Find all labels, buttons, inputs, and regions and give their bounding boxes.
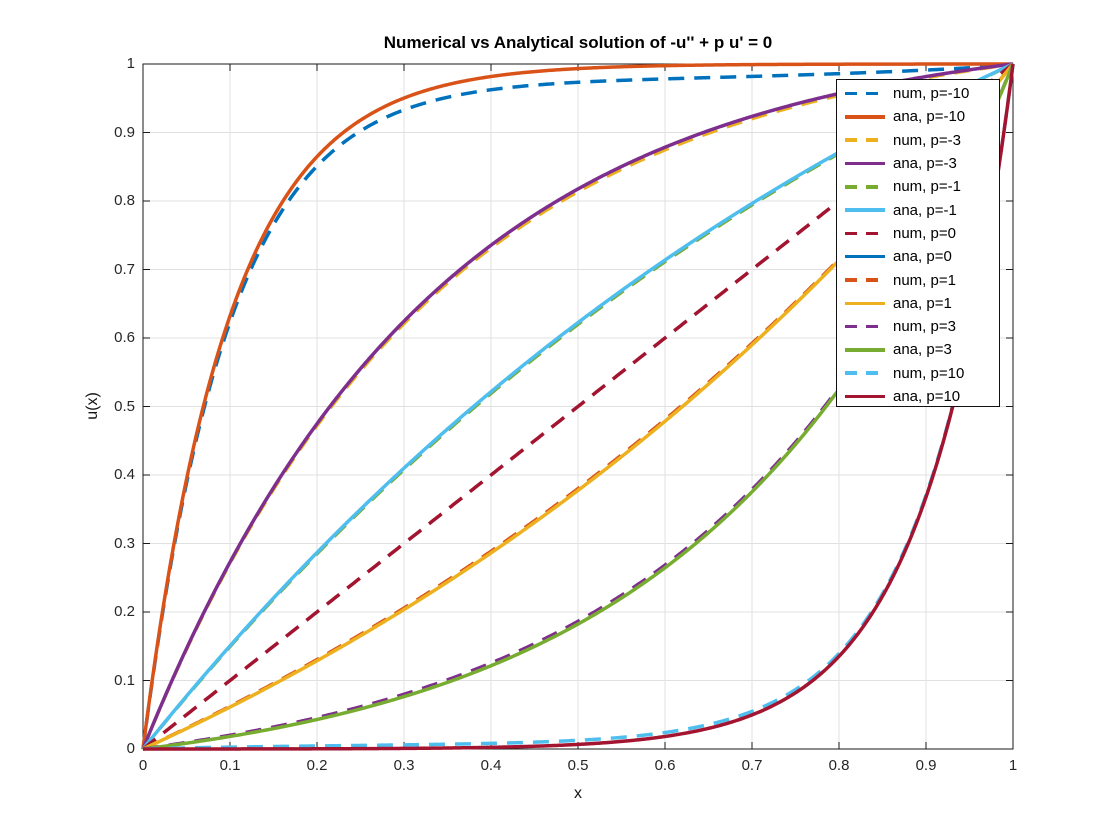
y-tick-label: 0.8 <box>114 192 135 209</box>
y-tick-label: 0.1 <box>114 671 135 689</box>
legend-item: num, p=-1 <box>837 175 999 198</box>
legend: num, p=-10 ana, p=-10 num, p=-3 ana, p=-3 nu… <box>836 79 1000 407</box>
legend-sample-dashed-line <box>845 278 885 282</box>
y-tick-label: 0.2 <box>114 603 135 620</box>
legend-sample-dashed-line <box>845 138 885 142</box>
legend-item-label: ana, p=-10 <box>893 108 966 126</box>
x-tick-label: 0.6 <box>654 757 676 774</box>
legend-item: num, p=1 <box>837 268 999 291</box>
legend-item: ana, p=10 <box>837 385 999 406</box>
x-tick-label: 0.5 <box>567 757 589 774</box>
y-tick-label: 1 <box>126 55 135 72</box>
legend-item: ana, p=-1 <box>837 198 999 221</box>
legend-sample-dashed-line <box>845 185 885 189</box>
legend-sample-dashed-line <box>845 371 885 375</box>
legend-item-label: ana, p=-1 <box>893 201 957 219</box>
legend-item-label: num, p=-1 <box>893 178 961 196</box>
curve-ana-p--10 <box>141 62 1014 750</box>
y-tick-label: 0.7 <box>114 260 135 278</box>
legend-item: ana, p=1 <box>837 292 999 315</box>
legend-sample-solid-line <box>845 394 885 399</box>
plot-title: Numerical vs Analytical solution of -u''… <box>383 33 773 52</box>
x-tick-label: 0.8 <box>828 757 850 774</box>
legend-item-label: num, p=-10 <box>893 85 970 103</box>
legend-sample-solid-line <box>845 301 885 306</box>
legend-item-label: ana, p=0 <box>893 248 952 266</box>
legend-item: ana, p=-3 <box>837 152 999 175</box>
curve-ana-p-10 <box>142 63 1015 751</box>
legend-item: ana, p=0 <box>837 245 999 268</box>
legend-sample-solid-line <box>845 254 885 259</box>
x-tick-label: 0.4 <box>480 757 502 774</box>
x-tick-label: 0.7 <box>741 757 763 774</box>
legend-item-label: ana, p=10 <box>893 388 961 405</box>
legend-item-label: ana, p=-3 <box>893 155 957 173</box>
y-tick-label: 0.4 <box>114 466 135 483</box>
legend-item: num, p=0 <box>837 222 999 245</box>
legend-item-label: num, p=-3 <box>893 131 961 149</box>
y-tick-label: 0.5 <box>114 397 135 415</box>
legend-item: num, p=10 <box>837 362 999 385</box>
legend-sample-dashed-line <box>845 91 885 96</box>
legend-item: ana, p=-10 <box>837 105 999 128</box>
legend-sample-solid-line <box>845 348 885 352</box>
x-tick-label: 0 <box>138 757 148 774</box>
legend-item-label: num, p=3 <box>893 318 956 336</box>
legend-item: num, p=-3 <box>837 129 999 152</box>
y-tick-label: 0.6 <box>114 329 135 346</box>
x-tick-label: 1 <box>1008 757 1018 774</box>
x-tick-label: 0.1 <box>219 757 241 774</box>
legend-item-label: num, p=1 <box>893 271 956 289</box>
legend-item-label: num, p=10 <box>893 364 965 382</box>
x-tick-label: 0.9 <box>915 757 937 774</box>
legend-sample-dashed-line <box>845 324 885 329</box>
legend-item: ana, p=3 <box>837 338 999 361</box>
y-tick-label: 0.3 <box>114 534 135 552</box>
y-tick-label: 0.9 <box>114 123 135 141</box>
legend-sample-solid-line <box>845 115 885 119</box>
x-axis-label: x <box>574 785 582 802</box>
curve-num-p--10 <box>141 62 1014 750</box>
legend-item-label: ana, p=3 <box>893 341 952 359</box>
legend-item: num, p=3 <box>837 315 999 338</box>
x-tick-label: 0.3 <box>393 757 415 774</box>
legend-sample-solid-line <box>845 161 885 166</box>
y-tick-label: 0 <box>126 740 135 757</box>
x-tick-label: 0.2 <box>306 757 328 774</box>
legend-sample-solid-line <box>845 208 885 212</box>
legend-item-label: num, p=0 <box>893 224 956 242</box>
legend-item: num, p=-10 <box>837 82 999 105</box>
legend-sample-dashed-line <box>845 231 885 236</box>
legend-item-label: ana, p=1 <box>893 294 952 312</box>
